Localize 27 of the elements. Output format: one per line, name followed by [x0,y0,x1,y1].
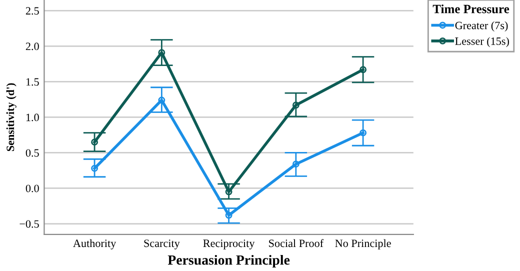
x-tick-label: Reciprocity [203,240,255,250]
point [158,96,166,104]
legend-label: Greater (7s) [455,21,508,32]
y-tick-label: 0.5 [26,149,39,157]
legend-title: Time Pressure [432,4,510,14]
x-tick-label: Social Proof [269,239,324,248]
point [360,129,367,136]
point [292,102,300,109]
point [225,212,232,219]
y-axis-title: Sensitivity (d') [6,83,16,152]
point [360,66,367,74]
y-tick-label: 1.5 [26,78,39,86]
point [292,160,300,168]
point [225,188,232,196]
x-tick-label: No Principle [335,239,391,250]
x-tick-label: Authority [73,239,116,250]
y-tick-label: −0.5 [20,220,39,228]
point [158,49,166,56]
y-tick-label: 0.0 [26,184,39,192]
y-tick-label: 1.0 [26,114,39,122]
x-tick-label: Scarcity [144,240,180,250]
y-tick-label: 2.5 [26,7,39,15]
point [91,138,98,146]
x-axis-title: Persuasion Principle [168,254,290,268]
y-tick-label: 2.0 [26,42,39,50]
point [91,164,98,172]
legend-label: Lesser (15s) [455,37,509,48]
